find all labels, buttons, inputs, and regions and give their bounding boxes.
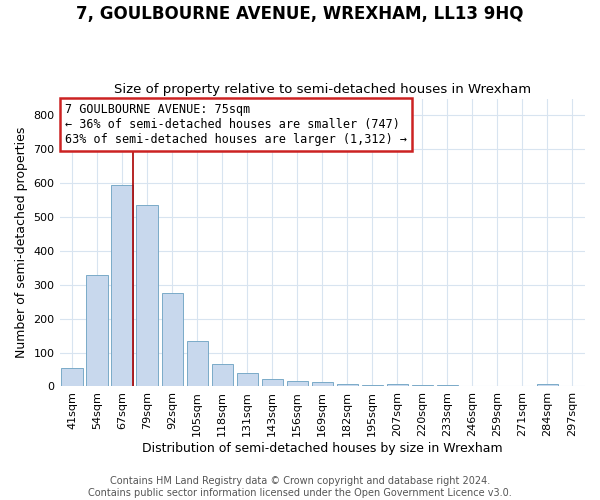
Bar	[387, 384, 408, 386]
Bar	[61, 368, 83, 386]
Text: Contains HM Land Registry data © Crown copyright and database right 2024.
Contai: Contains HM Land Registry data © Crown c…	[88, 476, 512, 498]
Bar	[537, 384, 558, 386]
Y-axis label: Number of semi-detached properties: Number of semi-detached properties	[15, 127, 28, 358]
Bar	[161, 294, 183, 386]
Bar	[112, 185, 133, 386]
Bar	[311, 382, 333, 386]
X-axis label: Distribution of semi-detached houses by size in Wrexham: Distribution of semi-detached houses by …	[142, 442, 503, 455]
Bar	[212, 364, 233, 386]
Bar	[262, 379, 283, 386]
Bar	[337, 384, 358, 386]
Bar	[236, 373, 258, 386]
Bar	[187, 340, 208, 386]
Text: 7 GOULBOURNE AVENUE: 75sqm
← 36% of semi-detached houses are smaller (747)
63% o: 7 GOULBOURNE AVENUE: 75sqm ← 36% of semi…	[65, 103, 407, 146]
Bar	[136, 205, 158, 386]
Title: Size of property relative to semi-detached houses in Wrexham: Size of property relative to semi-detach…	[114, 83, 531, 96]
Bar	[86, 274, 108, 386]
Bar	[362, 385, 383, 386]
Text: 7, GOULBOURNE AVENUE, WREXHAM, LL13 9HQ: 7, GOULBOURNE AVENUE, WREXHAM, LL13 9HQ	[76, 5, 524, 23]
Bar	[287, 380, 308, 386]
Bar	[437, 385, 458, 386]
Bar	[412, 385, 433, 386]
